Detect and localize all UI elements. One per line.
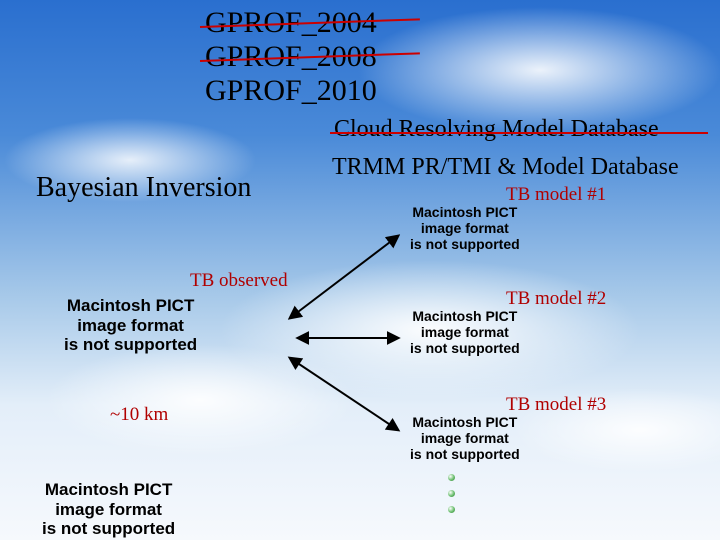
arrows-layer — [0, 0, 720, 540]
dot-icon — [448, 490, 455, 497]
arrow-to-model-3 — [290, 358, 398, 430]
arrow-to-model-1 — [290, 236, 398, 318]
dot-icon — [448, 506, 455, 513]
ellipsis-dots — [448, 474, 455, 522]
dot-icon — [448, 474, 455, 481]
